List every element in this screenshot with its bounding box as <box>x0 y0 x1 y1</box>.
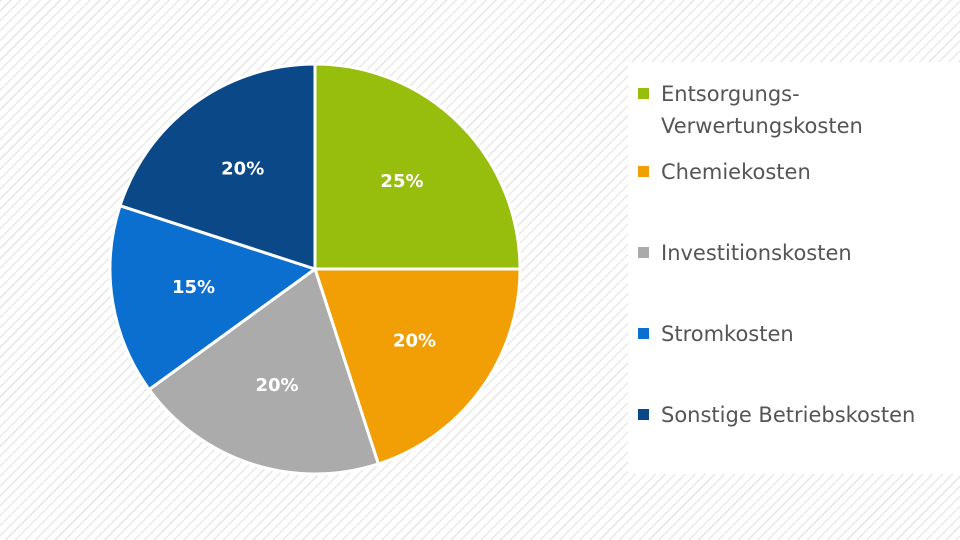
legend-item-sonstige: Sonstige Betriebskosten <box>638 399 951 431</box>
legend-item-chemie: Chemiekosten <box>638 156 951 188</box>
legend-label: Stromkosten <box>661 322 794 346</box>
pie-data-labels: 25% 20% 20% 15% 20% <box>172 158 436 395</box>
data-label-4: 15% <box>172 277 215 298</box>
legend-label: Sonstige Betriebskosten <box>661 403 916 427</box>
pie-slices <box>108 62 522 476</box>
pie-slice-2 <box>313 267 522 466</box>
legend-swatch <box>638 328 649 339</box>
legend-item-strom: Stromkosten <box>638 318 951 350</box>
legend-swatch <box>638 88 649 99</box>
legend-item-investition: Investitionskosten <box>638 237 951 269</box>
pie-slice-5 <box>118 62 317 271</box>
data-label-2: 20% <box>393 330 436 351</box>
data-label-5: 20% <box>221 158 264 179</box>
legend-swatch <box>638 409 649 420</box>
legend-item-entsorgung: Entsorgungs- Verwertungskosten <box>638 78 951 142</box>
legend-label: Chemiekosten <box>661 160 811 184</box>
legend-swatch <box>638 166 649 177</box>
legend-label: Entsorgungs- Verwertungskosten <box>661 82 863 138</box>
pie-slice-4 <box>108 204 317 391</box>
data-label-1: 25% <box>380 171 423 192</box>
legend-swatch <box>638 247 649 258</box>
pie-slice-1 <box>313 62 522 271</box>
pie-slice-3 <box>147 267 380 476</box>
legend-label: Investitionskosten <box>661 241 852 265</box>
data-label-3: 20% <box>255 375 298 396</box>
legend: Entsorgungs- Verwertungskosten Chemiekos… <box>628 62 960 474</box>
